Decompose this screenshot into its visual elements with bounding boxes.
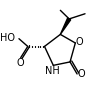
Text: O: O (75, 37, 83, 47)
Text: HO: HO (0, 33, 15, 43)
Text: O: O (78, 69, 85, 79)
Text: NH: NH (45, 66, 60, 76)
Polygon shape (60, 18, 71, 34)
Text: O: O (16, 58, 24, 68)
